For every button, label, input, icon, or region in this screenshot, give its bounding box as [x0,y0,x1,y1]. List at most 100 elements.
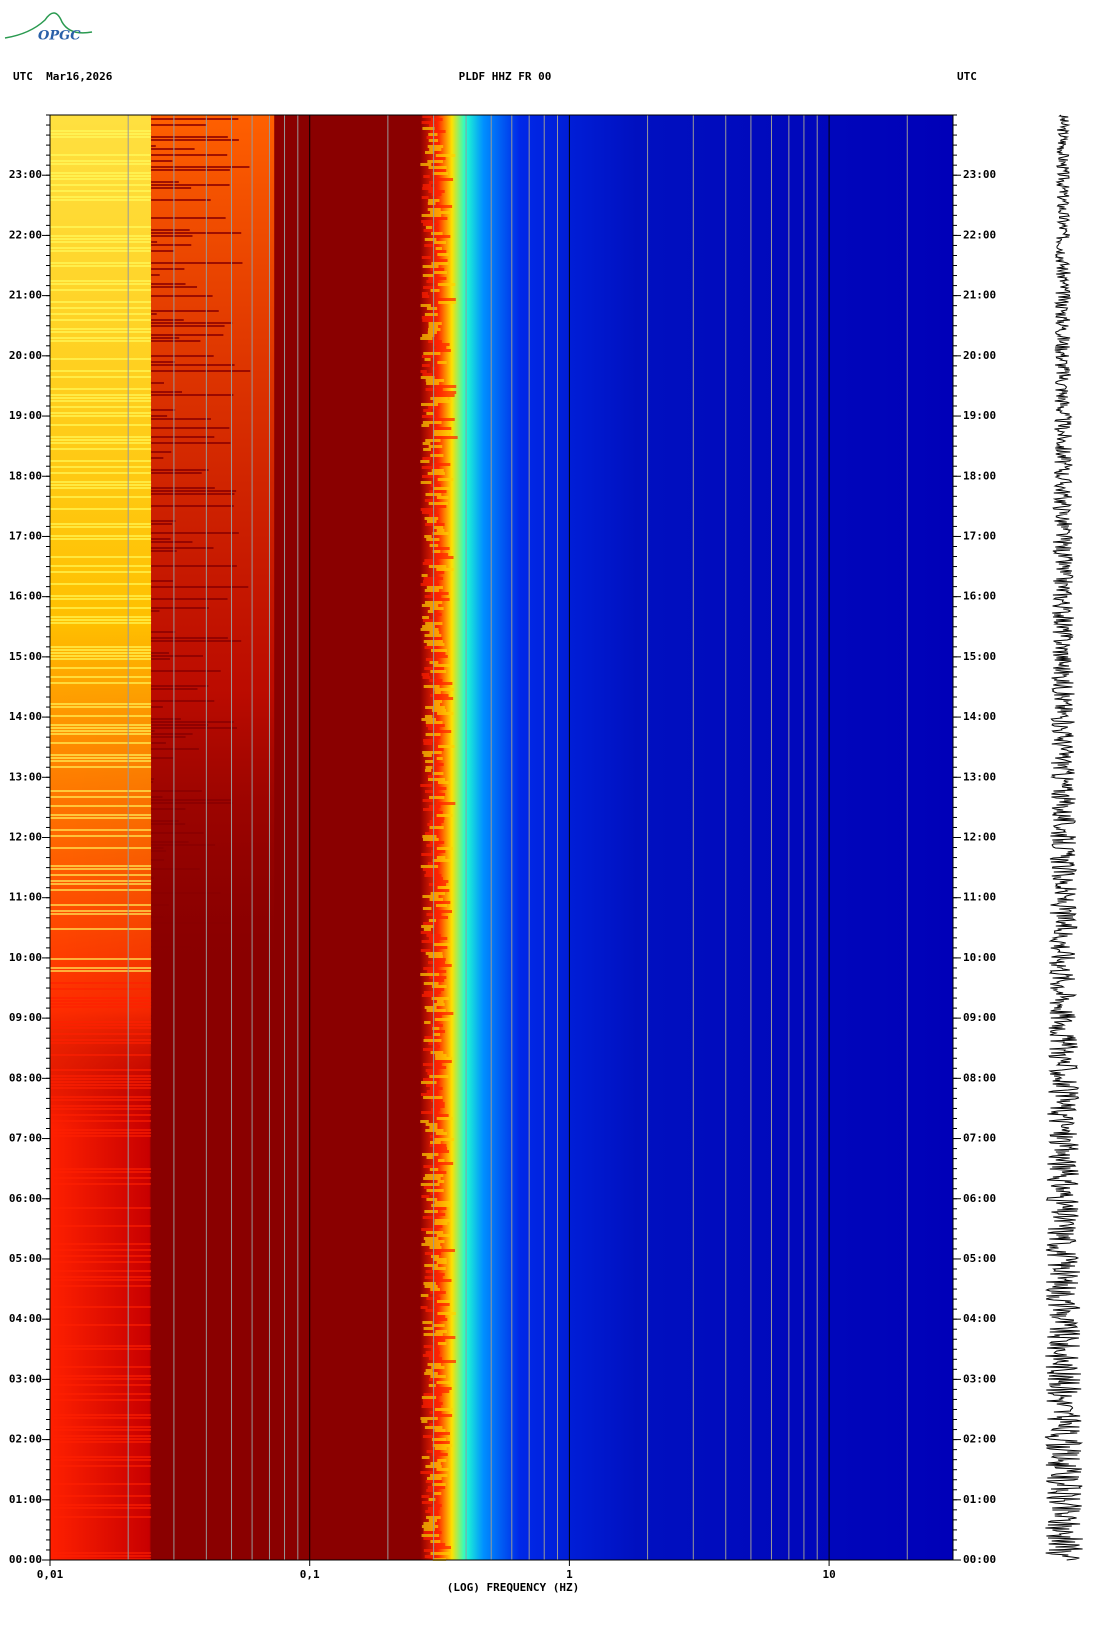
spectrogram-stripe [426,280,436,283]
spectrogram-stripe [151,1270,202,1272]
spectrogram-stripe [151,1222,171,1224]
y-tick-label: 12:00 [963,831,996,844]
spectrogram-stripe [420,1417,438,1420]
spectrogram-stripe [151,1363,242,1365]
spectrogram-stripe [426,538,440,541]
spectrogram-stripe [151,1273,184,1275]
spectrogram-stripe [436,1273,445,1276]
spectrogram-stripe [151,1129,213,1131]
spectrogram-stripe [435,247,443,250]
spectrogram-stripe [151,232,242,234]
spectrogram-stripe [422,676,431,679]
spectrogram-stripe [428,502,448,505]
spectrogram-stripe [436,1300,451,1303]
spectrogram-stripe [50,1552,152,1554]
spectrogram-stripe [429,826,444,829]
spectrogram-stripe [434,1138,455,1141]
spectrogram-stripe [50,460,152,462]
spectrogram-stripe [151,1339,180,1341]
spectrogram-stripe [50,1177,152,1179]
spectrogram-stripe [50,1555,152,1557]
spectrogram-stripe [50,760,152,762]
spectrogram-stripe [429,898,444,901]
spectrogram-stripe [50,538,152,540]
spectrogram-stripe [151,1546,215,1548]
spectrogram-stripe [426,412,434,415]
spectrogram-stripe [151,361,175,363]
spectrogram-stripe [50,988,152,990]
spectrogram-stripe [151,181,179,183]
spectrogram-stripe [437,1360,456,1363]
spectrogram-stripe [424,1006,437,1009]
spectrogram-stripe [436,1468,449,1471]
spectrogram-stripe [151,565,237,567]
spectrogram-stripe [50,958,152,960]
spectrogram-stripe [434,1447,447,1450]
spectrogram-stripe [151,742,166,744]
spectrogram-stripe [151,1015,171,1017]
spectrogram-stripe [425,871,439,874]
spectrogram-stripe [422,1321,433,1324]
spectrogram-stripe [429,1411,442,1414]
spectrogram-stripe [50,817,152,819]
spectrogram-stripe [430,592,449,595]
spectrogram-stripe [431,262,449,265]
spectrogram-stripe [426,382,440,385]
spectrogram-stripe [423,685,440,688]
spectrogram-stripe [432,1444,453,1447]
spectrogram-stripe [420,784,433,787]
spectrogram-stripe [420,1081,437,1084]
spectrogram-stripe [437,1312,456,1315]
spectrogram-stripe [151,364,235,366]
spectrogram-stripe [151,334,224,336]
spectrogram-stripe [151,184,230,186]
spectrogram-stripe [50,1114,152,1116]
spectrogram-stripe [151,727,238,729]
spectrogram-stripe [151,580,174,582]
spectrogram-stripe [151,160,173,162]
y-tick-label: 17:00 [9,529,42,542]
spectrogram-stripe [50,1135,152,1137]
spectrogram-stripe [421,1195,430,1198]
spectrogram-stripe [50,1558,152,1560]
spectrogram-stripe [50,883,152,885]
spectrogram-stripe [423,1393,442,1396]
spectrogram-stripe [433,433,450,436]
spectrogram-stripe [431,1204,452,1207]
spectrogram-stripe [434,691,441,694]
spectrogram-stripe [430,130,446,133]
spectrogram-stripe [432,1387,452,1390]
spectrogram-stripe [50,1348,152,1350]
x-axis-label: (LOG) FREQUENCY (HZ) [447,1581,579,1594]
spectrogram-stripe [421,1501,433,1504]
spectrogram-stripe [50,616,152,618]
spectrogram-stripe [435,154,456,157]
spectrogram-stripe [435,1330,447,1333]
spectrogram-stripe [50,199,152,201]
spectrogram-stripe [425,1129,444,1132]
spectrogram-stripe [425,952,443,955]
spectrogram-stripe [435,1147,448,1150]
spectrogram-stripe [426,1090,439,1093]
spectrogram-stripe [427,610,434,613]
spectrogram-stripe [151,847,164,849]
spectrogram-stripe [151,1261,164,1263]
spectrogram-stripe [435,547,450,550]
y-tick-label: 08:00 [963,1071,996,1084]
spectrogram-stripe [151,1375,203,1377]
spectrogram-stripe [50,535,152,537]
spectrogram-stripe [432,1390,450,1393]
spectrogram-stripe [50,247,152,249]
spectrogram-stripe [429,679,443,682]
spectrogram-stripe [50,241,152,243]
spectrogram-stripe [431,451,440,454]
spectrogram-stripe [426,1189,444,1192]
spectrogram-stripe [430,211,450,214]
spectrogram-stripe [50,715,152,717]
spectrogram-stripe [151,1183,162,1185]
spectrogram-stripe [50,970,152,972]
spectrogram-stripe [151,610,160,612]
y-tick-label: 16:00 [963,590,996,603]
spectrogram-stripe [50,814,152,816]
spectrogram-stripe [50,1504,152,1506]
